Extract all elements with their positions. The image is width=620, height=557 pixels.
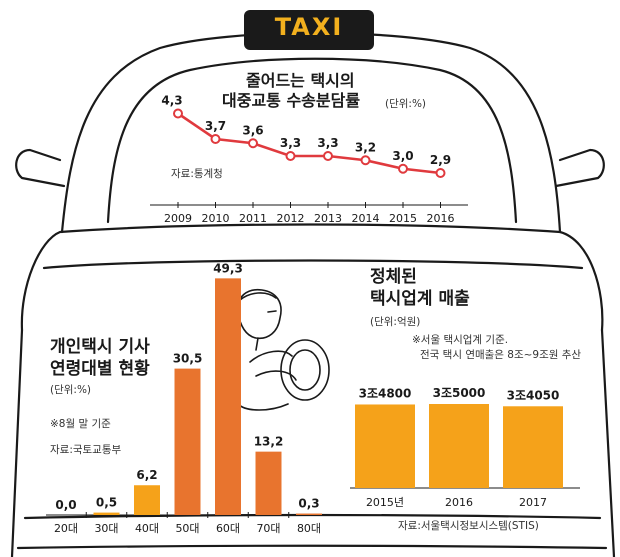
share-x-tick-label: 2016 (427, 212, 455, 225)
age-x-tick-label: 40대 (135, 522, 159, 535)
share-x-tick-label: 2015 (389, 212, 417, 225)
age-chart-title-line2: 연령대별 현황 (50, 359, 150, 379)
age-data-label: 0,5 (96, 496, 117, 510)
sales-bar-chart: 3조4800 2015년 3조5000 2016 3조4050 2017 (350, 386, 580, 509)
share-data-label: 3,6 (242, 123, 263, 137)
age-data-label: 13,2 (254, 435, 284, 449)
sales-data-label: 3조5000 (433, 386, 486, 400)
share-chart-title-line2: 대중교통 수송분담률 (222, 91, 361, 110)
sales-bar (355, 404, 415, 488)
share-data-label: 2,9 (430, 153, 451, 167)
share-point (248, 138, 258, 149)
share-x-tick-label: 2010 (202, 212, 230, 225)
sales-x-tick-label: 2016 (445, 496, 473, 509)
share-chart-title-line1: 줄어드는 택시의 (246, 71, 355, 90)
sales-chart-note-line1: ※서울 택시업계 기준. (412, 334, 509, 346)
age-x-tick-label: 60대 (216, 522, 240, 535)
share-data-label: 3,0 (392, 149, 413, 163)
share-point (435, 168, 446, 178)
age-chart-unit: (단위:%) (50, 384, 92, 396)
share-chart-source: 자료:통계청 (171, 168, 223, 180)
age-chart-title-line1: 개인택시 기사 (50, 337, 150, 357)
taxi-sign-label: TAXI (274, 13, 344, 41)
share-x-tick-label: 2009 (164, 212, 192, 225)
age-x-tick-label: 70대 (256, 522, 280, 535)
sales-bar (429, 404, 489, 488)
sales-chart-title-line2: 택시업계 매출 (370, 289, 470, 309)
share-point (360, 155, 371, 166)
age-bar (134, 485, 160, 515)
age-bar-chart: 0,0 20대 0,5 30대 6,2 40대 30,5 50대 49,3 60대 13,2 70대 0… (46, 261, 322, 535)
share-point (210, 134, 221, 144)
sales-bar (503, 406, 563, 488)
share-x-tick-label: 2011 (239, 212, 267, 225)
share-data-label: 3,2 (355, 140, 376, 154)
age-bar (174, 368, 201, 515)
sales-x-tick-label: 2015년 (366, 496, 404, 509)
share-point (398, 163, 408, 174)
sales-chart-source: 자료:서울택시정보시스템(STIS) (398, 520, 539, 532)
share-data-label: 4,3 (161, 94, 182, 108)
sales-chart-title-line1: 정체된 (370, 267, 417, 287)
age-bar (296, 513, 322, 515)
share-line-chart: 4,3 2009 3,7 2010 3,6 2011 3,3 2012 3,3 2013 3,2 20… (150, 94, 468, 225)
share-point (173, 108, 183, 119)
sales-data-label: 3조4800 (359, 386, 412, 400)
age-chart-note: ※8월 말 기준 (50, 418, 111, 430)
age-bar (255, 451, 282, 515)
age-x-tick-label: 30대 (94, 522, 118, 535)
share-point (323, 151, 333, 161)
share-series-line (177, 112, 441, 175)
taxi-roof-sign (244, 10, 374, 50)
share-point (285, 151, 296, 161)
age-x-tick-label: 80대 (297, 522, 321, 535)
share-chart-unit: (단위:%) (385, 98, 427, 110)
sales-chart-note-line2: 전국 택시 연매출은 8조~9조원 추산 (420, 349, 582, 361)
share-x-tick-label: 2014 (352, 212, 380, 225)
share-x-tick-label: 2013 (314, 212, 342, 225)
age-x-tick-label: 50대 (175, 522, 199, 535)
age-data-label: 0,3 (298, 497, 319, 511)
age-bar (215, 278, 241, 515)
driver-sketch (227, 288, 330, 411)
share-data-label: 3,7 (205, 119, 226, 133)
share-data-label: 3,3 (280, 136, 301, 150)
age-data-label: 6,2 (136, 468, 157, 482)
age-data-label: 49,3 (213, 261, 243, 275)
age-data-label: 30,5 (173, 352, 203, 366)
age-x-tick-label: 20대 (54, 522, 78, 535)
sales-x-tick-label: 2017 (519, 496, 547, 509)
sales-data-label: 3조4050 (507, 388, 560, 402)
share-x-tick-label: 2012 (277, 212, 305, 225)
age-bar (93, 512, 120, 515)
age-chart-source: 자료:국토교통부 (50, 444, 122, 456)
sales-chart-unit: (단위:억원) (370, 316, 421, 328)
share-data-label: 3,3 (317, 136, 338, 150)
age-data-label: 0,0 (55, 498, 76, 512)
